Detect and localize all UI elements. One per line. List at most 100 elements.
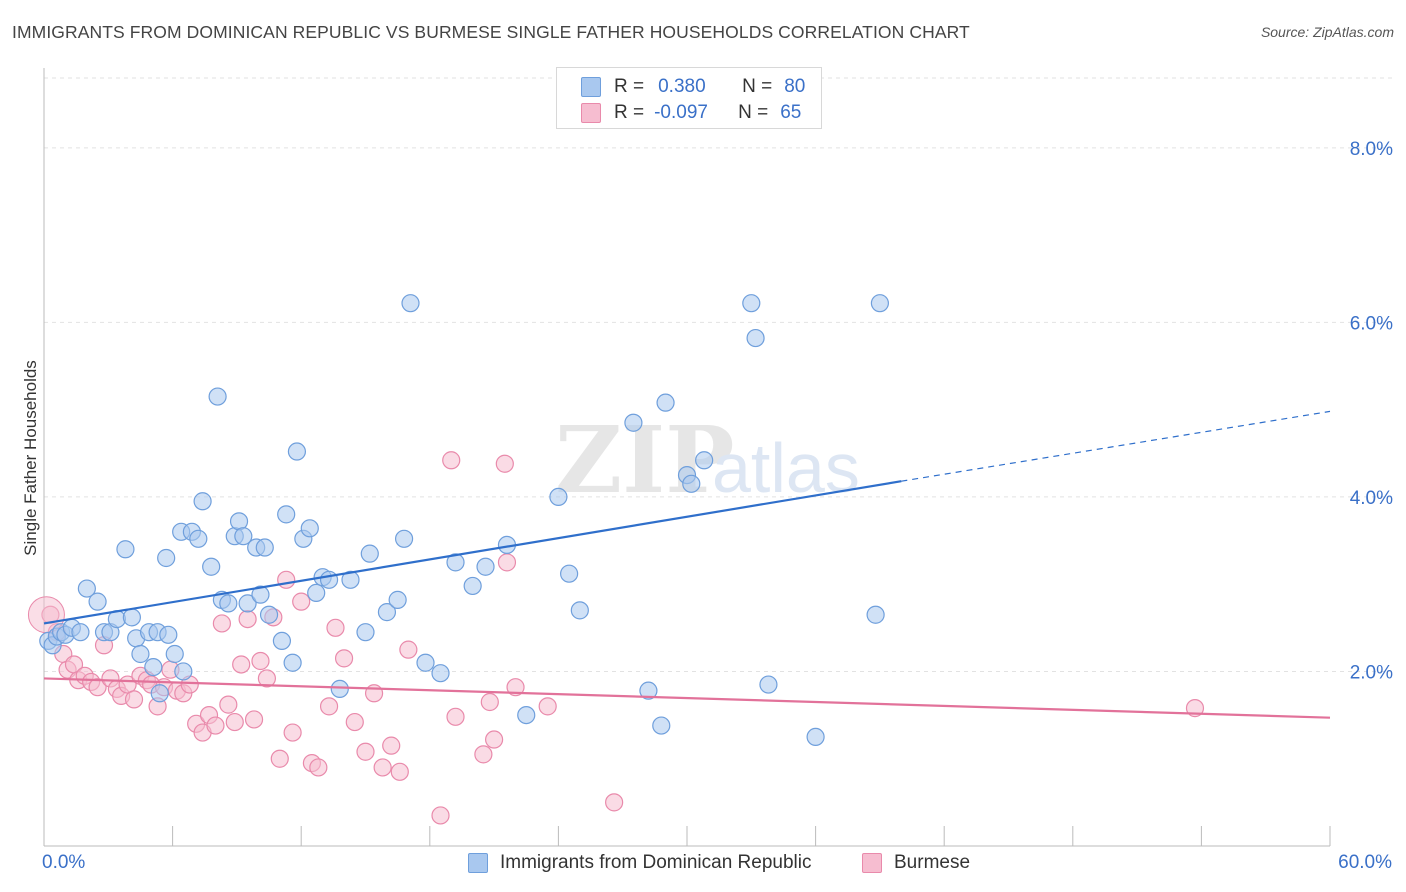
burmese-point [431,806,450,825]
legend-r-value: 0.380 [658,76,706,97]
legend-label-burmese: Burmese [894,852,971,873]
dominican-point [870,294,890,313]
burmese-point [219,695,238,714]
legend-row-dominican: R = 0.380 N = 80 [581,74,805,100]
burmese-point [506,678,525,697]
dominican-point [695,451,714,470]
burmese-point [292,592,311,611]
dominican-point [77,579,96,598]
dominican-point [446,553,465,572]
dominican-point [463,576,482,596]
legend-r-label: R = [614,76,645,97]
dominican-point [360,544,379,563]
dominican-point [202,557,221,576]
burmese-point [270,749,289,768]
source-label: Source: ZipAtlas.com [1260,24,1394,40]
dominican-point [251,585,270,604]
burmese-point [480,692,499,712]
burmese-point [277,570,296,589]
dominican-point [746,328,765,348]
burmese-point [605,793,624,812]
dominican-point [394,529,414,548]
burmese-point [124,690,144,709]
burmese-point [485,730,504,749]
dominican-point [330,679,349,699]
burmese-point [257,669,277,688]
y-tick-label: 4.0% [1350,488,1393,509]
axes [43,68,1331,847]
burmese-point [238,609,257,629]
burmese-point [382,736,401,755]
burmese-point [206,716,225,735]
burmese-point [326,618,345,637]
legend-r-value: -0.097 [654,102,708,123]
dominican-point [341,570,360,589]
y-tick-label: 8.0% [1350,139,1393,160]
grid-lines [44,77,1392,672]
dominican-trend-extension [901,410,1331,482]
burmese-point [283,723,302,742]
burmese-point [212,614,231,633]
dominican-point [560,564,579,583]
burmese-point [232,655,251,674]
dominican-point [866,605,885,624]
legend-n-value: 80 [784,76,806,97]
dominican-point [157,548,176,568]
dominican-point [759,675,778,694]
legend-n-label: N = [738,102,769,123]
dominican-point [431,664,450,683]
x-min-label: 0.0% [42,852,86,873]
burmese-point [225,712,244,732]
dominican-point [806,727,825,747]
dominican-point [88,592,107,611]
dominican-point [150,684,169,703]
burmese-point [244,710,264,729]
y-tick-label: 6.0% [1350,313,1393,334]
legend-swatch-blue [468,853,488,873]
burmese-point [538,697,557,716]
legend-n-label: N = [742,76,773,97]
dominican-point [624,413,643,432]
dominican-points [39,294,890,747]
correlation-legend: R = 0.380 N = 80 R = -0.097 N = 65 [556,67,822,129]
legend-row-burmese: R = -0.097 N = 65 [581,100,801,126]
legend-item-burmese[interactable]: Burmese [862,852,970,874]
dominican-point [116,540,135,559]
dominican-point [131,644,150,664]
dominican-point [300,519,319,538]
burmese-point [399,640,418,659]
dominican-point [234,527,253,546]
y-axis-label: Single Father Households [21,360,40,556]
dominican-point [682,474,701,493]
chart-title: IMMIGRANTS FROM DOMINICAN REPUBLIC VS BU… [12,22,970,42]
dominican-point [377,603,397,622]
dominican-point [549,487,568,507]
legend-item-dominican[interactable]: Immigrants from Dominican Republic [468,852,812,874]
dominican-point [159,625,178,644]
y-tick-labels: 2.0% 4.0% 6.0% 8.0% [1350,139,1393,684]
burmese-point [356,742,375,761]
dominican-point [122,608,141,627]
legend-swatch-pink [862,853,882,873]
burmese-trend-line [43,677,1331,719]
dominican-point [652,716,671,735]
burmese-point [495,454,514,473]
dominican-point [219,594,238,613]
burmese-point [497,553,517,572]
dominican-point [416,653,435,672]
y-tick-label: 2.0% [1350,662,1393,683]
burmese-point [334,649,354,668]
burmese-point [88,678,107,697]
dominican-point [144,657,163,677]
legend-label-dominican: Immigrants from Dominican Republic [500,852,812,873]
dominican-point [570,601,589,620]
dominican-point [639,681,658,700]
dominican-point [272,631,292,651]
dominican-trend-line [43,480,902,625]
dominican-point [193,492,212,511]
dominican-point [208,387,227,406]
trend-lines [43,410,1331,719]
dominican-point [356,623,375,642]
legend-swatch-pink [581,103,601,123]
